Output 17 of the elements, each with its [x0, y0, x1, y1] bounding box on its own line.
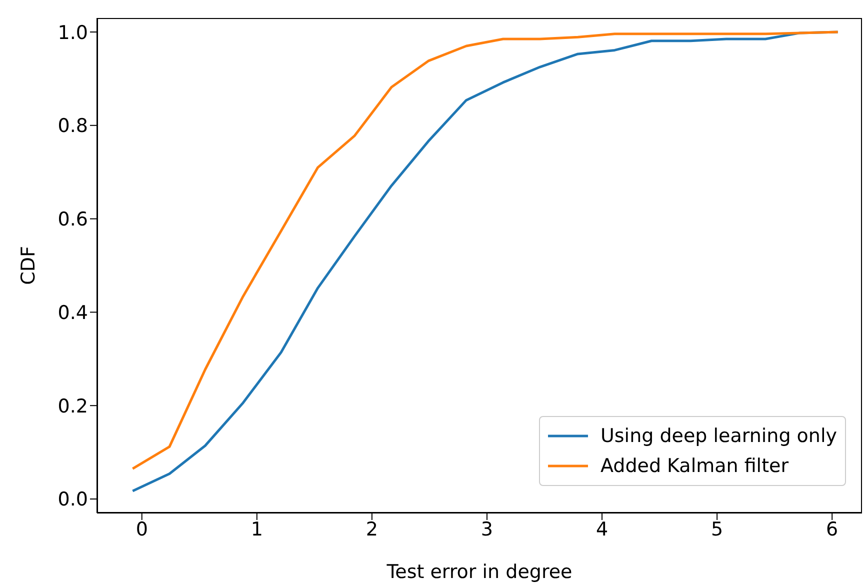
legend-label: Using deep learning only: [600, 425, 837, 447]
y-tick-label: 0.6: [58, 208, 88, 231]
y-tick-label: 1.0: [58, 22, 88, 44]
y-tick-label: 0.2: [58, 395, 88, 418]
x-tick-label: 3: [480, 518, 494, 540]
y-axis-title: CDF: [18, 246, 40, 285]
legend-label: Added Kalman filter: [600, 455, 789, 477]
y-tick-label: 0.0: [58, 488, 88, 511]
y-tick-label: 0.8: [58, 115, 88, 138]
x-tick-label: 5: [711, 518, 724, 540]
x-tick-label: 0: [136, 518, 148, 540]
x-tick-label: 6: [826, 518, 838, 540]
x-tick-label: 1: [250, 518, 263, 540]
y-tick-label: 0.4: [58, 302, 88, 324]
x-tick-label: 4: [596, 518, 608, 540]
x-axis-title: Test error in degree: [386, 561, 572, 583]
x-tick-label: 2: [366, 518, 378, 540]
